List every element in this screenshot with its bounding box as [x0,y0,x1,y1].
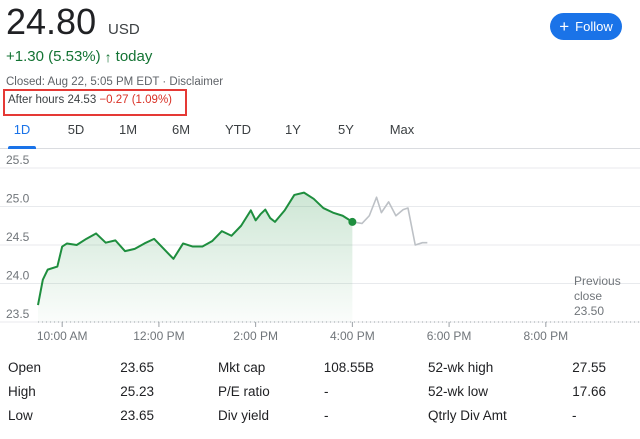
stat-label-low: Low [8,408,33,423]
price-chart[interactable]: 25.5 25.0 24.5 24.0 23.5 10:00 AM 12:00 PM 2:00… [0,152,640,352]
tab-6m[interactable]: 6M [171,122,191,137]
y-tick-label: 24.0 [6,269,30,283]
x-tick-label: 4:00 PM [330,329,375,343]
stat-value-low: 23.65 [120,408,154,423]
change-value: +1.30 (5.53%) [6,48,101,65]
tab-1m[interactable]: 1M [118,122,138,137]
stat-label-52wk-high: 52-wk high [428,360,494,375]
x-tick-label: 6:00 PM [427,329,472,343]
stat-label-open: Open [8,360,42,375]
closed-disclaimer[interactable]: Closed: Aug 22, 5:05 PM EDT · Disclaimer [6,76,224,88]
stat-value-high: 25.23 [120,384,154,399]
tab-1d[interactable]: 1D [13,122,31,137]
stat-label-mkt-cap: Mkt cap [218,360,266,375]
tab-ytd[interactable]: YTD [225,122,251,137]
after-hours-line [352,196,428,246]
after-hours-label: After hours 24.53 [8,94,97,106]
close-point-marker [348,217,357,226]
regular-session-line [37,191,353,306]
tab-5d[interactable]: 5D [67,122,85,137]
up-arrow-icon: ↑ [104,48,112,65]
stock-price: 24.80 [6,1,97,42]
after-hours-info: After hours 24.53 −0.27 (1.09%) [8,94,172,106]
x-tick-label: 10:00 AM [37,329,88,343]
after-hours-change: −0.27 (1.09%) [99,94,172,106]
previous-close-label: Previous [574,274,621,288]
stat-label-high: High [8,384,36,399]
y-tick-label: 25.5 [6,153,30,167]
plus-icon: + [559,17,570,36]
previous-close-label: 23.50 [574,304,604,318]
stat-label-qtrly-div: Qtrly Div Amt [428,408,507,423]
tab-1y[interactable]: 1Y [285,122,301,137]
stat-label-pe-ratio: P/E ratio [218,384,270,399]
price-change: +1.30 (5.53%) ↑ today [6,48,152,65]
after-hours-highlight [3,89,187,116]
range-tabs: 1D 5D 1M 6M YTD 1Y 5Y Max [0,119,640,149]
stat-value-open: 23.65 [120,360,154,375]
y-tick-label: 24.5 [6,230,30,244]
follow-button[interactable]: + Follow [550,13,622,40]
stat-value-div-yield: - [324,408,329,423]
currency-label: USD [108,21,140,38]
regular-session-area [38,192,353,322]
y-tick-label: 23.5 [6,307,30,321]
y-tick-label: 25.0 [6,192,30,206]
stat-label-div-yield: Div yield [218,408,270,423]
follow-label: Follow [575,19,613,34]
stat-value-mkt-cap: 108.55B [323,360,374,375]
previous-close-label: close [574,289,602,303]
x-tick-label: 12:00 PM [133,329,184,343]
stat-label-52wk-low: 52-wk low [428,384,489,399]
x-tick-label: 2:00 PM [233,329,278,343]
x-tick-label: 8:00 PM [523,329,568,343]
tab-5y[interactable]: 5Y [338,122,354,137]
stat-value-52wk-high: 27.55 [572,360,606,375]
change-period: today [115,48,153,65]
stat-value-qtrly-div: - [572,408,577,423]
stat-value-pe-ratio: - [324,384,329,399]
active-tab-indicator [8,146,36,149]
tab-max[interactable]: Max [389,122,415,137]
stat-value-52wk-low: 17.66 [572,384,606,399]
